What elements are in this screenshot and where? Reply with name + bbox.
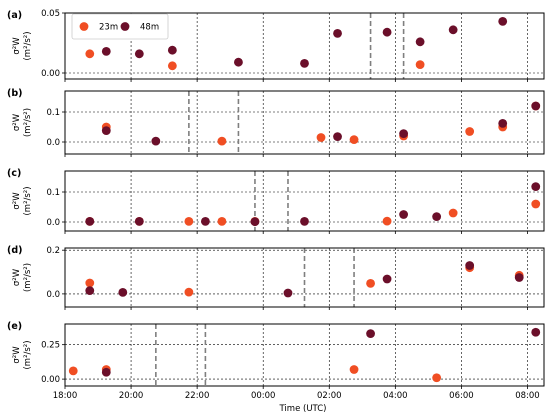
point-48m (366, 329, 375, 339)
point-48m (531, 182, 541, 192)
x-tick-label: 08:00 (515, 391, 540, 401)
point-23m (366, 279, 375, 288)
y-tick-label: 0.00 (41, 375, 60, 385)
point-48m (300, 59, 309, 68)
point-48m (118, 287, 128, 297)
point-48m (234, 57, 243, 67)
point-23m (316, 133, 326, 142)
y-tick-label: 0.0 (46, 290, 60, 300)
panel-label: (c) (7, 168, 21, 179)
point-48m (514, 273, 524, 282)
y-tick-label: 0.0 (46, 218, 60, 228)
point-48m (382, 274, 392, 284)
point-48m (382, 27, 392, 37)
point-48m (151, 136, 161, 146)
point-48m (333, 132, 342, 142)
point-23m (68, 366, 78, 376)
legend: 23m 48m (71, 13, 169, 40)
point-23m (382, 216, 392, 226)
point-48m (415, 37, 425, 47)
point-48m (465, 261, 475, 270)
y-axis-label: σ²W(m²/s²) (12, 263, 33, 292)
y-tick-label: 0.1 (46, 108, 60, 118)
point-23m (167, 61, 177, 71)
axes-frame (64, 12, 545, 80)
point-23m (448, 208, 458, 218)
point-48m (250, 217, 260, 227)
y-axis-label: σ²W(m²/s²) (12, 340, 33, 369)
y-tick-label: 0.0 (46, 138, 60, 148)
panel-b: 0.0 0.1 (b) σ²W(m²/s²) (7, 88, 545, 157)
x-tick-label: 22:00 (185, 391, 210, 401)
point-23m (415, 60, 425, 69)
point-23m (217, 217, 227, 226)
y-tick-label: 0.1 (46, 188, 60, 198)
legend-label-48m: 48m (140, 23, 159, 33)
point-48m (200, 217, 210, 226)
axes-frame (64, 170, 545, 232)
panel-a: 0.00 0.05 (a) σ²W(m²/s²) (7, 9, 545, 82)
point-23m (184, 287, 194, 297)
point-48m (283, 288, 293, 298)
y-tick-label: 0.05 (41, 9, 60, 19)
point-23m (349, 135, 359, 145)
point-23m (85, 278, 95, 288)
point-48m (448, 25, 458, 35)
panel-d: 0.0 0.2 (d) σ²W(m²/s²) (7, 245, 545, 310)
y-axis-label: σ²W(m²/s²) (12, 31, 33, 60)
x-axis-label: Time (UTC) (279, 404, 327, 414)
legend-marker-48m (120, 22, 130, 31)
axes-frame (64, 323, 545, 387)
panel-label: (d) (7, 245, 22, 256)
y-axis-label: σ²W(m²/s²) (12, 108, 33, 137)
point-48m (167, 45, 177, 55)
point-48m (85, 286, 95, 296)
panel-label: (e) (7, 321, 22, 332)
point-48m (498, 17, 508, 26)
point-48m (498, 119, 508, 128)
point-48m (101, 47, 111, 56)
x-tick-label: 00:00 (251, 391, 276, 401)
point-23m (184, 217, 194, 226)
axes-frame (64, 90, 545, 155)
point-23m (531, 199, 541, 209)
panel-c: 0.0 0.1 (c) σ²W(m²/s²) (7, 168, 545, 234)
panel-label: (b) (7, 88, 22, 99)
point-48m (531, 101, 541, 111)
point-48m (101, 126, 111, 135)
x-tick-label: 20:00 (119, 391, 144, 401)
point-48m (85, 217, 95, 226)
y-tick-label: 0.2 (46, 246, 60, 256)
point-23m (465, 127, 475, 136)
legend-label-23m: 23m (99, 23, 118, 33)
point-23m (432, 373, 442, 383)
point-48m (432, 212, 442, 222)
point-23m (349, 365, 359, 374)
point-48m (101, 367, 111, 377)
point-48m (134, 49, 144, 59)
point-48m (531, 327, 541, 337)
point-23m (217, 136, 227, 146)
y-tick-label: 0.25 (41, 341, 60, 351)
point-48m (300, 217, 309, 226)
x-tick-label: 02:00 (317, 391, 342, 401)
axes-frame (64, 247, 545, 308)
y-axis-label: σ²W(m²/s²) (12, 186, 33, 215)
point-48m (333, 29, 342, 38)
legend-marker-23m (79, 22, 89, 31)
point-48m (134, 217, 144, 226)
x-tick-label: 06:00 (449, 391, 474, 401)
legend-box (71, 13, 169, 40)
point-48m (399, 129, 409, 139)
y-tick-label: 0.00 (41, 69, 60, 79)
point-23m (85, 49, 95, 59)
panel-e: 0.00 0.25 (e) σ²W(m²/s²) 18:00 20:00 22:00 00:0… (7, 321, 545, 401)
point-48m (399, 210, 409, 219)
x-tick-label: 18:00 (53, 391, 78, 401)
panel-label: (a) (7, 10, 22, 21)
x-tick-label: 04:00 (383, 391, 408, 401)
